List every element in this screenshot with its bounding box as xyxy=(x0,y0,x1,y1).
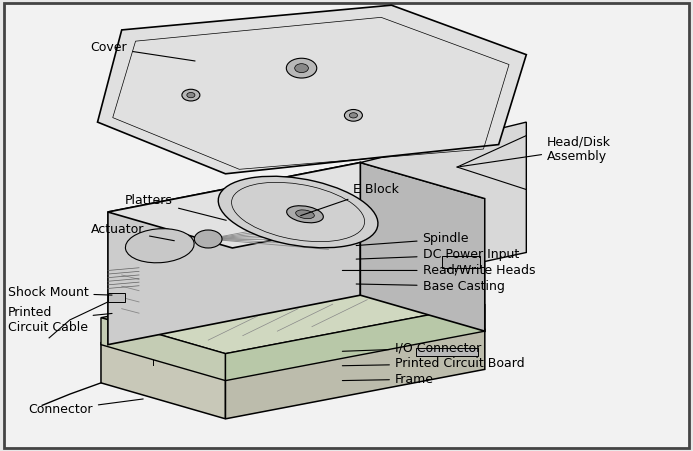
Circle shape xyxy=(286,58,317,78)
Bar xyxy=(442,256,480,268)
Text: I/O Connector: I/O Connector xyxy=(342,341,481,354)
Polygon shape xyxy=(101,318,225,381)
Text: DC Power Input: DC Power Input xyxy=(356,248,519,261)
Text: Spindle: Spindle xyxy=(356,232,469,245)
Text: Shock Mount: Shock Mount xyxy=(8,286,112,299)
Circle shape xyxy=(349,113,358,118)
Polygon shape xyxy=(101,293,485,378)
Text: Printed
Circuit Cable: Printed Circuit Cable xyxy=(8,306,112,334)
Ellipse shape xyxy=(125,229,194,263)
Polygon shape xyxy=(225,304,485,381)
Text: E Block: E Block xyxy=(301,183,399,216)
Polygon shape xyxy=(101,342,225,419)
Polygon shape xyxy=(108,162,485,248)
Text: Connector: Connector xyxy=(28,399,143,416)
Ellipse shape xyxy=(287,206,324,223)
Circle shape xyxy=(182,89,200,101)
Bar xyxy=(416,348,478,356)
Polygon shape xyxy=(360,122,526,262)
Circle shape xyxy=(187,92,195,98)
Polygon shape xyxy=(101,268,485,354)
Text: Platters: Platters xyxy=(125,194,226,221)
FancyBboxPatch shape xyxy=(4,3,689,448)
Polygon shape xyxy=(225,329,485,419)
Text: Cover: Cover xyxy=(91,41,195,61)
Circle shape xyxy=(295,64,308,73)
Polygon shape xyxy=(360,162,485,331)
Text: Read/Write Heads: Read/Write Heads xyxy=(342,264,535,277)
Text: Printed Circuit Board: Printed Circuit Board xyxy=(342,357,525,370)
Circle shape xyxy=(344,110,362,121)
Text: Head/Disk
Assembly: Head/Disk Assembly xyxy=(460,135,611,167)
Circle shape xyxy=(194,230,222,248)
Bar xyxy=(108,293,125,302)
Text: Actuator: Actuator xyxy=(91,224,175,241)
Ellipse shape xyxy=(218,176,378,248)
Text: Base Casting: Base Casting xyxy=(356,280,505,293)
Ellipse shape xyxy=(296,210,315,219)
Text: Frame: Frame xyxy=(342,373,434,386)
Polygon shape xyxy=(98,5,526,174)
Polygon shape xyxy=(108,162,360,345)
